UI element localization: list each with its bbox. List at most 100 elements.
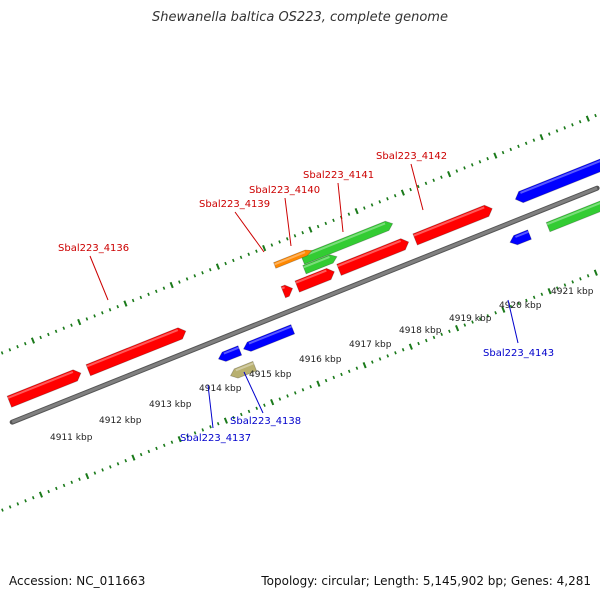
outer-tick [93,314,96,318]
gene-arrow-green [545,200,600,233]
inner-tick [70,480,74,484]
inner-tick [247,409,251,414]
outer-tick [193,274,197,278]
inner-tick [301,388,305,392]
inner-tick [547,288,552,295]
outer-tick [509,147,513,152]
outer-tick [308,226,313,233]
gene-label[interactable]: Sbal223_4139 [199,199,270,210]
gene-label[interactable]: Sbal223_4142 [376,151,447,162]
outer-tick [594,113,597,118]
gene-arrow-red [294,267,335,293]
inner-tick [386,354,390,358]
inner-tick [448,329,451,333]
gene-arrow-blue-highlight [515,230,529,238]
inner-tick [293,391,297,395]
kbp-label: 4919 kbp [449,314,492,324]
gene-arrow-red-highlight [7,371,74,399]
kbp-label: 4920 kbp [499,301,542,311]
topology-text: Topology: circular; Length: 5,145,902 bp… [261,574,591,588]
inner-tick [147,449,151,454]
gene-arrow-green [302,254,338,275]
outer-tick [116,304,120,309]
outer-tick [585,115,590,122]
inner-tick [209,425,212,429]
gene-arrow-blue [509,229,532,246]
inner-tick [8,505,12,509]
gene-arrow-red-highlight [295,269,327,284]
outer-tick [386,197,389,201]
gene-arrow-red-highlight [413,206,485,237]
outer-tick-track [0,113,597,355]
inner-tick [424,338,428,343]
inner-tick [340,372,343,377]
callout-leader-line [234,211,265,253]
inner-tick [263,403,266,407]
outer-tick [517,144,520,149]
gene-label[interactable]: Sbal223_4137 [180,433,251,444]
outer-tick [185,277,189,281]
gene-label[interactable]: Sbal223_4136 [58,243,129,254]
outer-tick [139,295,143,300]
outer-tick [62,326,66,330]
inner-tick [240,412,243,417]
inner-tick [131,454,136,461]
outer-tick [447,170,452,178]
gene-arrow-blue [242,324,296,352]
outer-tick [347,212,351,216]
inner-tick [278,397,282,401]
kbp-label: 4916 kbp [299,355,342,365]
kbp-scale-labels: 4911 kbp 4912 kbp 4913 kbp 4914 kbp 4915 kbp… [50,287,594,443]
inner-tick [401,348,405,352]
gene-callouts: Sbal223_4136 Sbal223_4139 Sbal223_4140 Sbal… [58,151,554,444]
outer-tick [101,311,104,315]
gene-label[interactable]: Sbal223_4138 [230,416,301,427]
outer-tick [8,348,12,352]
inner-tick [47,489,50,494]
inner-tick [38,491,43,498]
map-title: Shewanella baltica OS223, complete genom… [152,10,448,25]
outer-tick [154,289,158,293]
inner-tick [193,431,197,435]
inner-tick [170,440,174,444]
inner-tick [177,435,182,443]
gene-arrow-red [412,204,493,246]
accession-text: Accession: NC_011663 [9,574,146,588]
inner-tick [270,398,275,406]
inner-tick [31,496,35,500]
inner-tick [62,483,66,488]
outer-tick [262,244,267,252]
outer-tick [54,329,58,334]
outer-tick [255,249,258,253]
outer-tick [563,126,567,130]
callout-leader-line [337,182,344,233]
callout-leader-line [410,163,424,211]
outer-tick [378,200,382,204]
outer-tick [201,271,204,275]
inner-tick [509,304,513,309]
inner-tick [16,502,20,506]
outer-tick [354,207,359,215]
gene-arrow-olive-highlight [235,362,254,372]
inner-tick [394,351,397,355]
inner-tick [571,280,575,284]
gene-arrow-blue-highlight [248,325,293,345]
outer-tick [47,332,50,337]
gene-label[interactable]: Sbal223_4140 [249,185,320,196]
gene-label[interactable]: Sbal223_4143 [483,348,554,359]
outer-tick [293,234,297,238]
gene-arrow-red [85,327,187,377]
inner-tick [525,298,528,303]
outer-tick [85,317,89,321]
outer-tick [123,300,128,307]
callout-leader-line [284,197,292,247]
outer-tick [486,157,489,161]
outer-tick [316,224,320,229]
outer-tick [169,281,174,289]
outer-tick [370,203,374,207]
gene-label[interactable]: Sbal223_4141 [303,170,374,181]
inner-tick-track [1,269,598,512]
inner-tick [563,283,567,287]
outer-tick [548,132,551,136]
inner-tick [316,380,321,387]
